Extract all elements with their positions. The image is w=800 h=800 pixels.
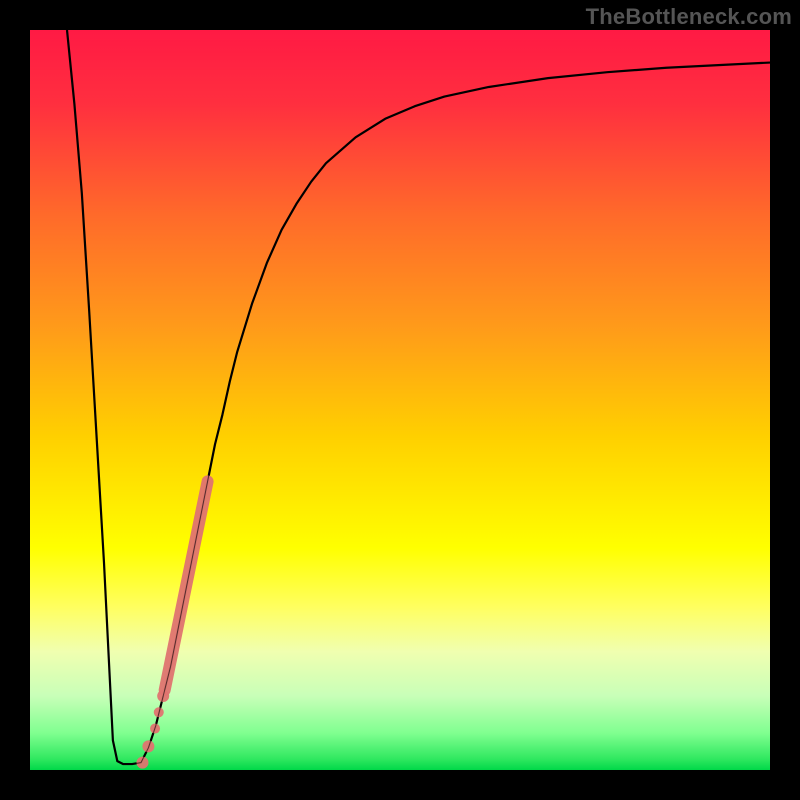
plot-background <box>30 30 770 770</box>
chart-svg <box>0 0 800 800</box>
chart-container: TheBottleneck.com <box>0 0 800 800</box>
watermark-text: TheBottleneck.com <box>586 4 792 30</box>
